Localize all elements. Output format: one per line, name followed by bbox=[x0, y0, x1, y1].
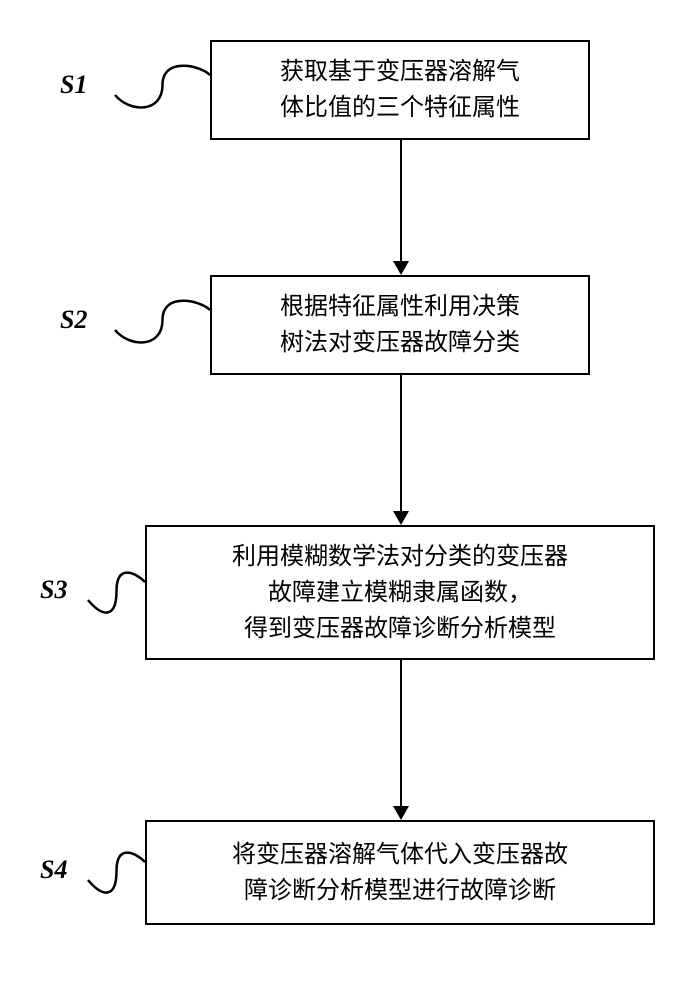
step-label-s4: S4 bbox=[40, 855, 67, 885]
squiggle-s4 bbox=[83, 842, 150, 900]
step-box-s1: 获取基于变压器溶解气体比值的三个特征属性 bbox=[210, 40, 590, 140]
step-label-s2: S2 bbox=[60, 305, 87, 335]
step-box-s4: 将变压器溶解气体代入变压器故障诊断分析模型进行故障诊断 bbox=[145, 820, 655, 925]
step-label-s3: S3 bbox=[40, 575, 67, 605]
step-text-s2: 根据特征属性利用决策树法对变压器故障分类 bbox=[280, 289, 520, 361]
connector-2 bbox=[400, 375, 402, 511]
step-text-s3: 利用模糊数学法对分类的变压器故障建立模糊隶属函数，得到变压器故障诊断分析模型 bbox=[232, 539, 568, 647]
connector-1 bbox=[400, 140, 402, 261]
step-box-s3: 利用模糊数学法对分类的变压器故障建立模糊隶属函数，得到变压器故障诊断分析模型 bbox=[145, 525, 655, 660]
squiggle-s2 bbox=[110, 290, 215, 350]
step-label-s1: S1 bbox=[60, 70, 87, 100]
step-text-s4: 将变压器溶解气体代入变压器故障诊断分析模型进行故障诊断 bbox=[232, 837, 568, 909]
arrow-head-1 bbox=[393, 261, 409, 275]
arrow-head-3 bbox=[393, 806, 409, 820]
step-text-s1: 获取基于变压器溶解气体比值的三个特征属性 bbox=[280, 54, 520, 126]
connector-3 bbox=[400, 660, 402, 806]
squiggle-s3 bbox=[83, 562, 150, 620]
flowchart-container: S1 获取基于变压器溶解气体比值的三个特征属性 S2 根据特征属性利用决策树法对… bbox=[0, 0, 692, 1000]
arrow-head-2 bbox=[393, 511, 409, 525]
step-box-s2: 根据特征属性利用决策树法对变压器故障分类 bbox=[210, 275, 590, 375]
squiggle-s1 bbox=[110, 55, 215, 115]
